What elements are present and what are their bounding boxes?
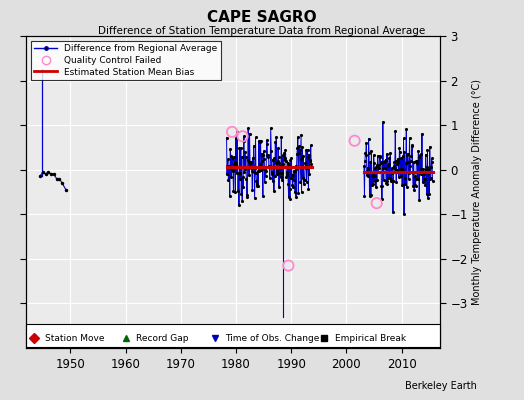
Legend: Difference from Regional Average, Quality Control Failed, Estimated Station Mean: Difference from Regional Average, Qualit… [31, 40, 221, 80]
Text: Empirical Break: Empirical Break [335, 334, 406, 343]
Text: Time of Obs. Change: Time of Obs. Change [225, 334, 319, 343]
Text: Record Gap: Record Gap [136, 334, 189, 343]
Point [284, 262, 292, 269]
Point [238, 133, 247, 140]
Text: Station Move: Station Move [45, 334, 104, 343]
Point [228, 129, 236, 135]
Text: Difference of Station Temperature Data from Regional Average: Difference of Station Temperature Data f… [99, 26, 425, 36]
Point [373, 200, 381, 206]
Text: CAPE SAGRO: CAPE SAGRO [207, 10, 317, 25]
Text: Berkeley Earth: Berkeley Earth [405, 381, 477, 391]
Point [351, 138, 359, 144]
Bar [26, 324, 440, 347]
Y-axis label: Monthly Temperature Anomaly Difference (°C): Monthly Temperature Anomaly Difference (… [472, 79, 482, 305]
